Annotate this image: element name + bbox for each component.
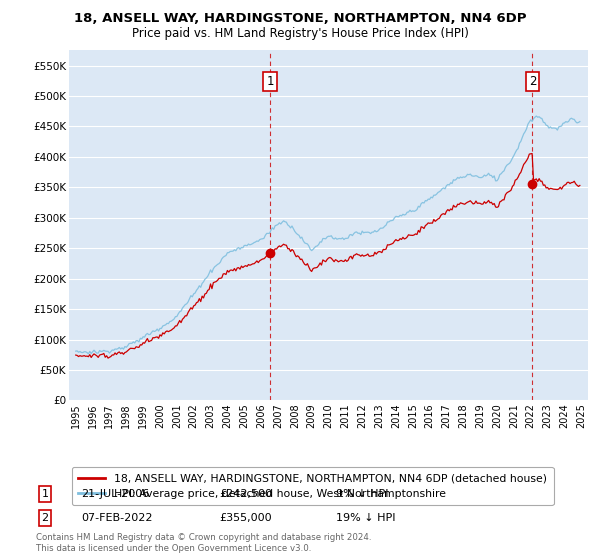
- Text: 1: 1: [41, 489, 49, 499]
- Text: 9% ↓ HPI: 9% ↓ HPI: [336, 489, 389, 499]
- Text: 1: 1: [266, 76, 274, 88]
- Text: 2: 2: [529, 76, 536, 88]
- Text: 19% ↓ HPI: 19% ↓ HPI: [336, 513, 395, 523]
- Text: 07-FEB-2022: 07-FEB-2022: [81, 513, 152, 523]
- Legend: 18, ANSELL WAY, HARDINGSTONE, NORTHAMPTON, NN4 6DP (detached house), HPI: Averag: 18, ANSELL WAY, HARDINGSTONE, NORTHAMPTO…: [72, 467, 554, 506]
- Text: £355,000: £355,000: [219, 513, 272, 523]
- Text: £242,500: £242,500: [219, 489, 272, 499]
- Text: 2: 2: [41, 513, 49, 523]
- Text: 21-JUL-2006: 21-JUL-2006: [81, 489, 149, 499]
- Text: Price paid vs. HM Land Registry's House Price Index (HPI): Price paid vs. HM Land Registry's House …: [131, 27, 469, 40]
- Text: Contains HM Land Registry data © Crown copyright and database right 2024.
This d: Contains HM Land Registry data © Crown c…: [36, 533, 371, 553]
- Text: 18, ANSELL WAY, HARDINGSTONE, NORTHAMPTON, NN4 6DP: 18, ANSELL WAY, HARDINGSTONE, NORTHAMPTO…: [74, 12, 526, 25]
